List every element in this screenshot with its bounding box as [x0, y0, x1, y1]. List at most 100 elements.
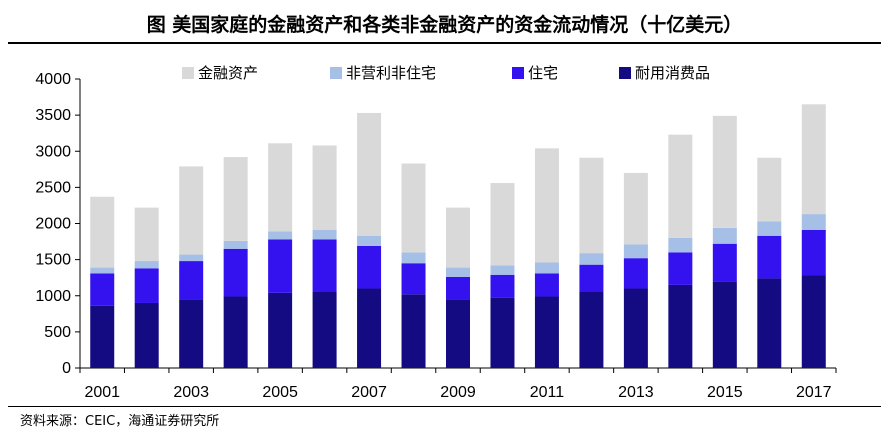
y-tick-label: 0 — [62, 360, 71, 377]
title-bar: 图 美国家庭的金融资产和各类非金融资产的资金流动情况（十亿美元） — [0, 0, 889, 42]
bar-segment-housing-2005 — [268, 239, 293, 293]
bar-segment-financial-2017 — [801, 104, 826, 215]
bar-segment-durable-2016 — [757, 278, 782, 368]
y-tick-label: 1000 — [35, 288, 71, 305]
y-tick-label: 3000 — [35, 143, 71, 160]
bar-segment-housing-2002 — [134, 268, 159, 303]
bar-segment-nonres-2016 — [757, 221, 782, 236]
bar-segment-nonres-2017 — [801, 214, 826, 231]
bar-segment-financial-2004 — [223, 157, 248, 241]
bar-segment-durable-2006 — [312, 291, 337, 368]
bar-segment-housing-2016 — [757, 235, 782, 279]
bar-segment-durable-2011 — [534, 296, 559, 368]
bar-segment-financial-2007 — [357, 112, 382, 236]
y-tick-label: 1500 — [35, 252, 71, 269]
bar-segment-housing-2006 — [312, 239, 337, 292]
bar-segment-nonres-2005 — [268, 231, 293, 240]
bar-segment-financial-2005 — [268, 143, 293, 232]
x-tick-label: 2005 — [262, 384, 298, 401]
bottom-rule — [8, 406, 881, 407]
bar-segment-durable-2009 — [446, 299, 470, 368]
bar-segment-housing-2003 — [179, 261, 204, 300]
source-note: 资料来源：CEIC，海通证券研究所 — [20, 414, 220, 429]
bar-segment-durable-2014 — [668, 284, 693, 368]
bar-segment-nonres-2004 — [223, 240, 248, 249]
legend-label-nonres: 非营利非住宅 — [346, 64, 436, 82]
chart-title: 图 美国家庭的金融资产和各类非金融资产的资金流动情况（十亿美元） — [146, 14, 743, 36]
legend-swatch-housing — [512, 67, 524, 79]
bar-segment-durable-2004 — [223, 296, 248, 368]
bar-segment-durable-2015 — [712, 281, 737, 368]
bar-segment-durable-2008 — [401, 294, 426, 368]
bar-segment-nonres-2013 — [623, 244, 648, 259]
top-rule — [8, 42, 881, 44]
bar-segment-durable-2012 — [579, 291, 604, 368]
bar-segment-financial-2012 — [579, 157, 604, 254]
y-tick-label: 4000 — [35, 71, 71, 88]
bar-segment-housing-2014 — [668, 252, 693, 285]
bar-segment-nonres-2002 — [134, 261, 159, 269]
bar-segment-housing-2007 — [357, 245, 382, 289]
stacked-bar-chart: 0 500 1000 1500 2000 2500 3000 3500 4000 2001 2003… — [35, 64, 837, 401]
bar-segment-financial-2010 — [490, 183, 515, 266]
bar-segment-housing-2010 — [490, 274, 515, 298]
bar-segment-nonres-2003 — [179, 254, 204, 262]
bar-segment-nonres-2007 — [357, 235, 382, 246]
bar-segment-financial-2015 — [712, 115, 737, 228]
bar-segment-financial-2016 — [757, 157, 782, 222]
bar-segment-housing-2008 — [401, 263, 426, 295]
bar-segment-financial-2003 — [179, 166, 204, 255]
bar-segment-housing-2004 — [223, 248, 248, 297]
bar-segment-nonres-2001 — [90, 267, 115, 274]
bar-segment-nonres-2011 — [534, 262, 559, 274]
y-tick-label: 2000 — [35, 216, 71, 233]
bar-segment-housing-2009 — [446, 276, 470, 300]
bar-segment-financial-2014 — [668, 134, 693, 238]
bar-segment-housing-2017 — [801, 230, 826, 276]
bar-segment-housing-2011 — [534, 273, 559, 297]
x-tick-label: 2011 — [530, 384, 565, 401]
bar-segment-durable-2017 — [801, 275, 826, 368]
legend-swatch-nonres — [330, 67, 342, 79]
bar-segment-durable-2003 — [179, 299, 204, 368]
y-tick-label: 2500 — [35, 179, 71, 196]
bar-segment-durable-2005 — [268, 292, 293, 368]
bar-segment-durable-2001 — [90, 305, 115, 368]
x-tick-label: 2003 — [173, 384, 209, 401]
legend-swatch-durable — [619, 67, 631, 79]
bar-segment-housing-2013 — [623, 258, 648, 289]
y-tick-label: 500 — [44, 324, 71, 341]
bar-segment-financial-2009 — [446, 207, 470, 268]
x-tick-label: 2007 — [351, 384, 387, 401]
y-tick-label: 3500 — [35, 107, 71, 124]
bar-segment-nonres-2010 — [490, 265, 515, 275]
bar-segment-nonres-2012 — [579, 253, 604, 265]
legend-label-housing: 住宅 — [528, 64, 558, 82]
bar-segment-nonres-2008 — [401, 252, 426, 264]
bar-segment-durable-2010 — [490, 297, 515, 368]
bar-segment-housing-2012 — [579, 264, 604, 292]
legend-label-financial: 金融资产 — [198, 64, 258, 82]
legend-swatch-financial — [182, 67, 194, 79]
bar-segment-financial-2002 — [134, 207, 159, 262]
bar-segment-nonres-2014 — [668, 237, 693, 253]
bar-segment-durable-2002 — [134, 302, 159, 368]
bar-segment-nonres-2015 — [712, 227, 737, 244]
bar-segment-financial-2013 — [623, 172, 648, 245]
bar-segment-financial-2001 — [90, 196, 115, 268]
bar-segment-housing-2001 — [90, 273, 115, 306]
bar-segment-housing-2015 — [712, 243, 737, 282]
bar-segment-nonres-2009 — [446, 267, 470, 277]
x-tick-label: 2015 — [707, 384, 743, 401]
bar-segment-financial-2011 — [534, 148, 559, 263]
bar-segment-durable-2013 — [623, 288, 648, 368]
bar-segment-nonres-2006 — [312, 230, 337, 240]
bar-segment-financial-2006 — [312, 145, 337, 231]
x-tick-label: 2017 — [796, 384, 832, 401]
legend-label-durable: 耐用消费品 — [635, 64, 710, 82]
bar-segment-financial-2008 — [401, 163, 426, 253]
x-tick-label: 2001 — [84, 384, 120, 401]
bar-segment-durable-2007 — [357, 288, 382, 368]
x-tick-label: 2009 — [440, 384, 476, 401]
x-tick-label: 2013 — [618, 384, 654, 401]
